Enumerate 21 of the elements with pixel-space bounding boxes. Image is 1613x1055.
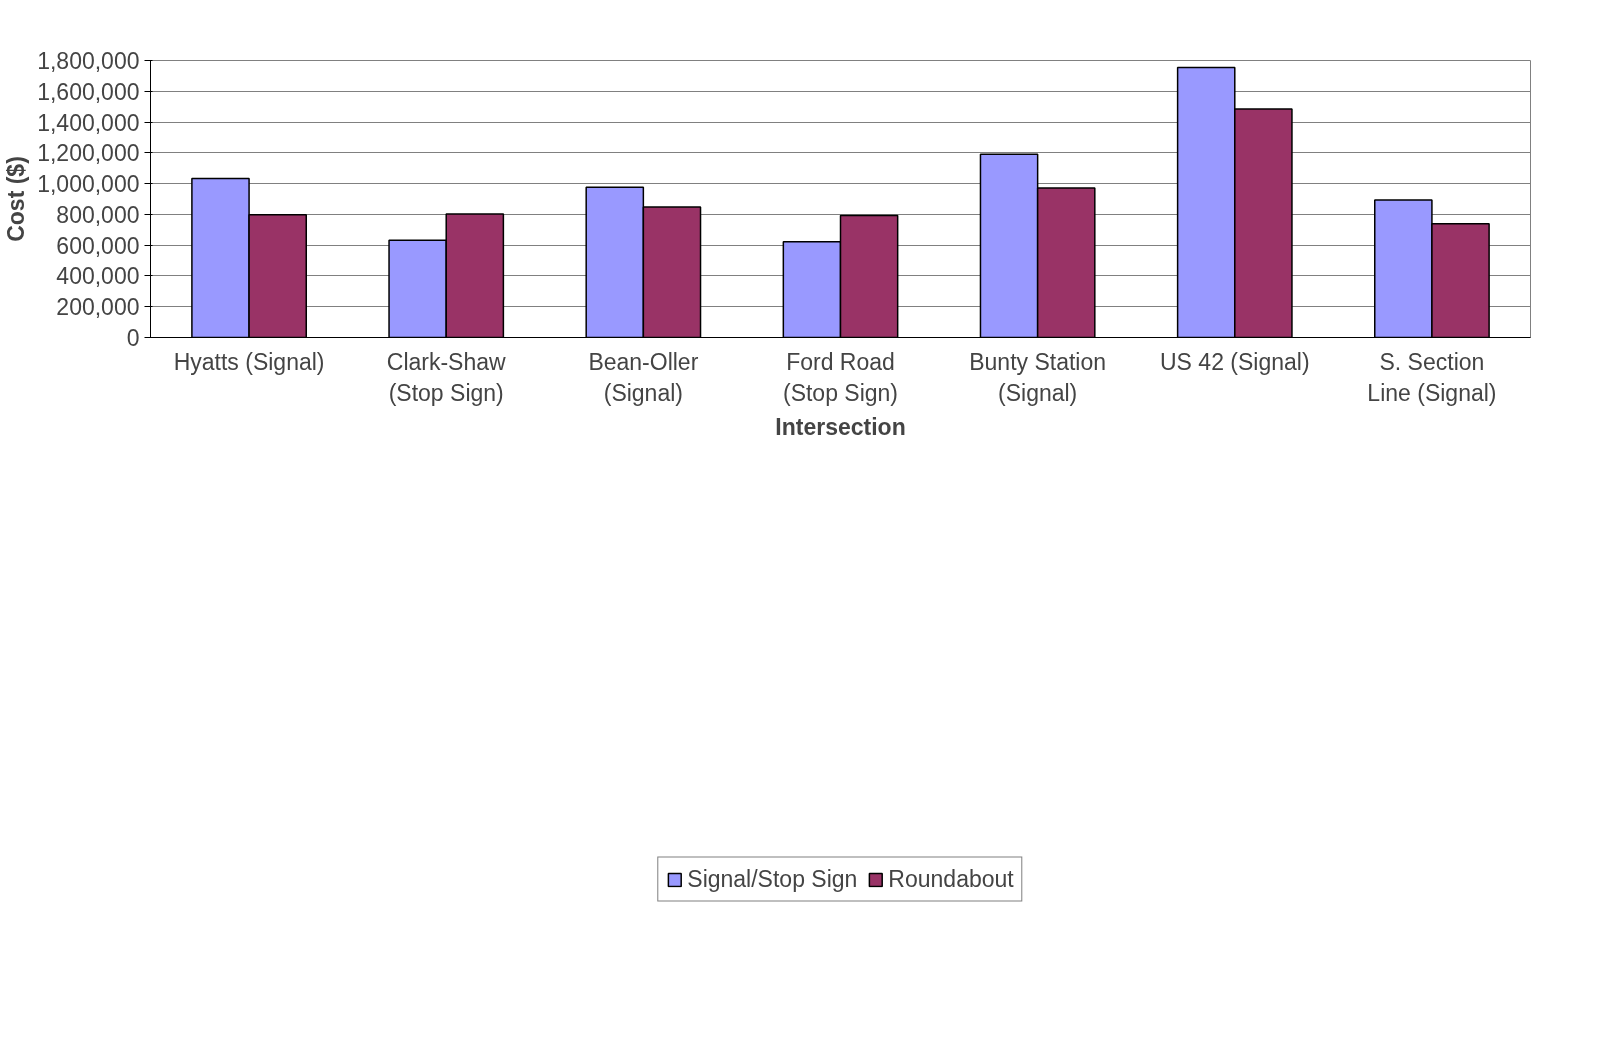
y-tick-label: 1,600,000 xyxy=(37,78,140,105)
legend-label: Roundabout xyxy=(888,865,1014,893)
y-tick-label: 1,000,000 xyxy=(37,171,140,198)
x-tick-label: Hyatts (Signal) xyxy=(173,348,325,375)
y-tick-label: 800,000 xyxy=(56,201,140,228)
y-tick-label: 1,800,000 xyxy=(37,48,140,74)
legend-label: Signal/Stop Sign xyxy=(687,865,858,893)
x-tick-label: Ford Road (Stop Sign) xyxy=(782,348,899,406)
y-tick-label: 0 xyxy=(126,325,140,351)
x-tick-label: Clark-Shaw (Stop Sign) xyxy=(386,348,507,406)
y-axis-title: Cost ($) xyxy=(3,156,30,242)
x-tick-label: Bunty Station (Signal) xyxy=(969,348,1107,406)
x-tick-label: Bean-Oller (Signal) xyxy=(588,348,699,406)
y-tick-label: 600,000 xyxy=(56,232,140,259)
y-tick-label: 1,200,000 xyxy=(37,140,140,167)
x-tick-label: S. Section Line (Signal) xyxy=(1367,348,1497,406)
x-tick-label: US 42 (Signal) xyxy=(1160,348,1310,375)
y-tick-label: 1,400,000 xyxy=(37,109,140,136)
y-tick-label: 400,000 xyxy=(56,263,140,290)
x-axis-title: Intersection xyxy=(775,413,906,440)
y-tick-label: 200,000 xyxy=(56,294,140,321)
